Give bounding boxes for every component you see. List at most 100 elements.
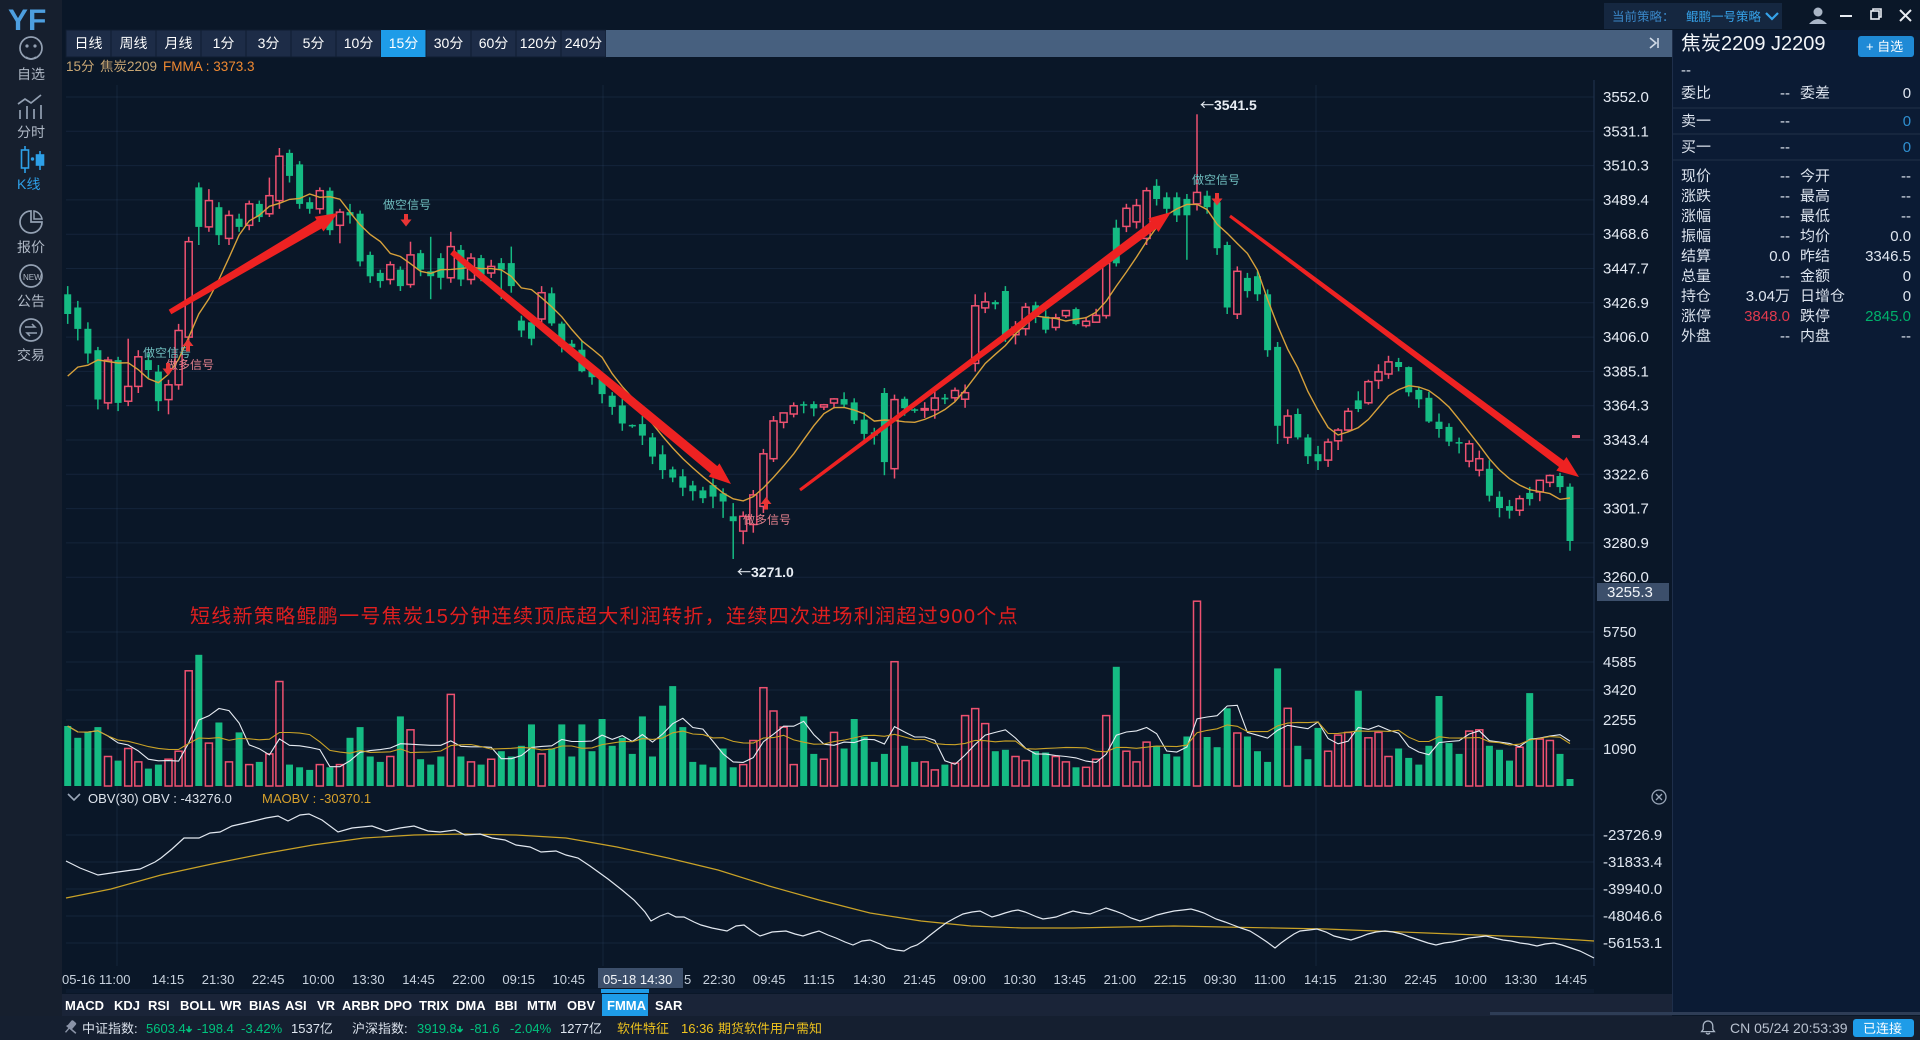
svg-text:14:45: 14:45	[1555, 972, 1588, 987]
svg-text:-39940.0: -39940.0	[1603, 881, 1662, 898]
svg-text:0: 0	[1903, 268, 1911, 285]
svg-text:-56153.1: -56153.1	[1603, 935, 1662, 952]
svg-text:FMMA: FMMA	[607, 998, 647, 1013]
svg-text:15: 15	[389, 35, 405, 51]
svg-text:TRIX: TRIX	[419, 998, 449, 1013]
svg-text::: :	[134, 1021, 138, 1036]
svg-text:3531.1: 3531.1	[1603, 123, 1649, 140]
svg-text:10: 10	[344, 35, 360, 51]
svg-text:13:45: 13:45	[1054, 972, 1087, 987]
svg-text:1090: 1090	[1603, 741, 1636, 758]
svg-text:BOLL: BOLL	[180, 998, 215, 1013]
svg-text:--: --	[1780, 113, 1790, 130]
svg-text:15: 15	[66, 59, 81, 74]
svg-text:3468.6: 3468.6	[1603, 226, 1649, 243]
svg-text:NEW: NEW	[23, 273, 42, 282]
svg-text:MTM: MTM	[527, 998, 557, 1013]
svg-text:900: 900	[939, 606, 976, 628]
svg-text:2209: 2209	[127, 59, 157, 74]
svg-text:3385.1: 3385.1	[1603, 363, 1649, 380]
svg-text:ARBR: ARBR	[342, 998, 380, 1013]
svg-text:14:15: 14:15	[1304, 972, 1337, 987]
svg-text:3420: 3420	[1603, 682, 1636, 699]
svg-text:09:30: 09:30	[1204, 972, 1237, 987]
svg-text:-48046.6: -48046.6	[1603, 908, 1662, 925]
svg-text:15: 15	[424, 606, 449, 628]
svg-text::: :	[404, 1021, 408, 1036]
svg-text:3510.3: 3510.3	[1603, 158, 1649, 175]
svg-text:1: 1	[213, 35, 221, 51]
svg-text:3260.0: 3260.0	[1603, 569, 1649, 586]
svg-text:21:30: 21:30	[1354, 972, 1387, 987]
svg-text:YF: YF	[8, 4, 46, 37]
svg-text:4585: 4585	[1603, 654, 1636, 671]
svg-text:--: --	[1780, 139, 1790, 156]
svg-text:--: --	[1780, 228, 1790, 245]
svg-text:14:30: 14:30	[853, 972, 886, 987]
svg-text:3447.7: 3447.7	[1603, 261, 1649, 278]
svg-text:0: 0	[1903, 85, 1911, 102]
svg-text:WR: WR	[220, 998, 242, 1013]
svg-text:ASI: ASI	[285, 998, 307, 1013]
svg-text:--: --	[1780, 188, 1790, 205]
svg-text:--: --	[1901, 328, 1911, 345]
svg-text:CN 05/24 20:53:39: CN 05/24 20:53:39	[1730, 1020, 1848, 1036]
svg-text:0.0: 0.0	[1890, 228, 1911, 245]
svg-text:3848.0: 3848.0	[1744, 308, 1790, 325]
svg-text:--: --	[1681, 62, 1691, 79]
svg-text:--: --	[1901, 188, 1911, 205]
svg-text:2255: 2255	[1603, 712, 1636, 729]
svg-text:3552.0: 3552.0	[1603, 89, 1649, 106]
svg-text:3301.7: 3301.7	[1603, 501, 1649, 518]
svg-text:3.04: 3.04	[1746, 288, 1775, 305]
svg-text:5: 5	[303, 35, 311, 51]
svg-text:21:30: 21:30	[202, 972, 235, 987]
svg-text:K: K	[17, 176, 27, 192]
svg-text:3426.9: 3426.9	[1603, 295, 1649, 312]
svg-text:10:45: 10:45	[553, 972, 586, 987]
svg-text:22:45: 22:45	[252, 972, 285, 987]
svg-text:-3.42%: -3.42%	[241, 1021, 283, 1036]
svg-text:0: 0	[1903, 139, 1911, 156]
svg-text:3343.4: 3343.4	[1603, 432, 1649, 449]
svg-text:05-18 14:30: 05-18 14:30	[603, 972, 672, 987]
svg-text:3541.5: 3541.5	[1214, 97, 1257, 113]
svg-text:10:30: 10:30	[1003, 972, 1036, 987]
svg-text:3271.0: 3271.0	[751, 564, 794, 580]
svg-text:3489.4: 3489.4	[1603, 192, 1649, 209]
svg-text:22:15: 22:15	[1154, 972, 1187, 987]
svg-text:21:45: 21:45	[903, 972, 936, 987]
svg-text:0.0: 0.0	[1769, 248, 1790, 265]
svg-text:RSI: RSI	[148, 998, 170, 1013]
svg-text:3406.0: 3406.0	[1603, 329, 1649, 346]
svg-text:3280.9: 3280.9	[1603, 535, 1649, 552]
svg-text:3322.6: 3322.6	[1603, 466, 1649, 483]
svg-text:10:00: 10:00	[1454, 972, 1487, 987]
svg-text:05-16 11:00: 05-16 11:00	[62, 972, 130, 987]
svg-text:13:30: 13:30	[1504, 972, 1537, 987]
svg-text:09:00: 09:00	[953, 972, 986, 987]
svg-text:OBV(30) OBV : -43276.0: OBV(30) OBV : -43276.0	[88, 791, 232, 806]
svg-text:3919.8: 3919.8	[417, 1021, 457, 1036]
svg-text:21:00: 21:00	[1104, 972, 1137, 987]
svg-text:0: 0	[1903, 288, 1911, 305]
svg-text:14:45: 14:45	[402, 972, 435, 987]
svg-text:3: 3	[258, 35, 266, 51]
svg-text:16:36: 16:36	[681, 1021, 714, 1036]
svg-text:13:30: 13:30	[352, 972, 385, 987]
svg-text:-198.4: -198.4	[197, 1021, 234, 1036]
svg-text:22:00: 22:00	[452, 972, 485, 987]
svg-text:--: --	[1901, 168, 1911, 185]
svg-text:5603.4: 5603.4	[146, 1021, 186, 1036]
svg-text:09:45: 09:45	[753, 972, 786, 987]
svg-text:--: --	[1780, 268, 1790, 285]
svg-text:--: --	[1780, 208, 1790, 225]
svg-text:5750: 5750	[1603, 624, 1636, 641]
svg-text:DPO: DPO	[384, 998, 412, 1013]
svg-text:OBV: OBV	[567, 998, 596, 1013]
svg-text:240: 240	[565, 35, 589, 51]
svg-text:-23726.9: -23726.9	[1603, 827, 1662, 844]
svg-text:2845.0: 2845.0	[1865, 308, 1911, 325]
svg-text:09:15: 09:15	[502, 972, 535, 987]
svg-text:-31833.4: -31833.4	[1603, 854, 1662, 871]
